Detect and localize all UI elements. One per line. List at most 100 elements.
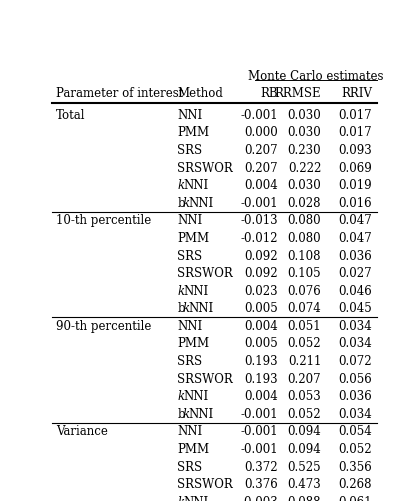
Text: 0.193: 0.193 <box>244 372 278 385</box>
Text: 0.016: 0.016 <box>339 196 372 209</box>
Text: 0.030: 0.030 <box>287 109 321 122</box>
Text: 0.072: 0.072 <box>339 354 372 367</box>
Text: SRS: SRS <box>177 144 202 157</box>
Text: SRSWOR: SRSWOR <box>177 161 233 174</box>
Text: Method: Method <box>177 87 223 100</box>
Text: 0.005: 0.005 <box>244 302 278 315</box>
Text: -0.001: -0.001 <box>241 424 278 437</box>
Text: k: k <box>183 196 190 209</box>
Text: k: k <box>177 284 184 297</box>
Text: Total: Total <box>56 109 85 122</box>
Text: 0.054: 0.054 <box>339 424 372 437</box>
Text: 0.017: 0.017 <box>339 109 372 122</box>
Text: NNI: NNI <box>177 424 203 437</box>
Text: 90-th percentile: 90-th percentile <box>56 319 151 332</box>
Text: -0.001: -0.001 <box>241 196 278 209</box>
Text: 0.052: 0.052 <box>287 337 321 350</box>
Text: -0.001: -0.001 <box>241 407 278 420</box>
Text: 0.004: 0.004 <box>244 389 278 402</box>
Text: 0.004: 0.004 <box>244 319 278 332</box>
Text: b: b <box>177 302 185 315</box>
Text: 0.080: 0.080 <box>287 231 321 244</box>
Text: 0.525: 0.525 <box>287 460 321 472</box>
Text: 0.052: 0.052 <box>339 442 372 455</box>
Text: SRS: SRS <box>177 460 202 472</box>
Text: 0.004: 0.004 <box>244 179 278 192</box>
Text: 0.222: 0.222 <box>288 161 321 174</box>
Text: 10-th percentile: 10-th percentile <box>56 214 151 227</box>
Text: 0.076: 0.076 <box>287 284 321 297</box>
Text: NNI: NNI <box>183 179 209 192</box>
Text: Parameter of interest: Parameter of interest <box>56 87 183 100</box>
Text: k: k <box>177 179 184 192</box>
Text: NNI: NNI <box>183 495 209 501</box>
Text: SRS: SRS <box>177 249 202 262</box>
Text: -0.001: -0.001 <box>241 109 278 122</box>
Text: NNI: NNI <box>189 407 214 420</box>
Text: 0.019: 0.019 <box>339 179 372 192</box>
Text: 0.211: 0.211 <box>288 354 321 367</box>
Text: SRSWOR: SRSWOR <box>177 372 233 385</box>
Text: NNI: NNI <box>189 302 214 315</box>
Text: 0.052: 0.052 <box>287 407 321 420</box>
Text: SRSWOR: SRSWOR <box>177 267 233 280</box>
Text: 0.047: 0.047 <box>339 214 372 227</box>
Text: k: k <box>177 495 184 501</box>
Text: 0.376: 0.376 <box>244 477 278 490</box>
Text: -0.013: -0.013 <box>241 214 278 227</box>
Text: 0.092: 0.092 <box>244 267 278 280</box>
Text: -0.001: -0.001 <box>241 442 278 455</box>
Text: PMM: PMM <box>177 337 210 350</box>
Text: 0.051: 0.051 <box>287 319 321 332</box>
Text: 0.080: 0.080 <box>287 214 321 227</box>
Text: 0.069: 0.069 <box>339 161 372 174</box>
Text: 0.207: 0.207 <box>244 161 278 174</box>
Text: 0.036: 0.036 <box>339 249 372 262</box>
Text: NNI: NNI <box>177 319 203 332</box>
Text: 0.053: 0.053 <box>287 389 321 402</box>
Text: 0.193: 0.193 <box>244 354 278 367</box>
Text: NNI: NNI <box>189 196 214 209</box>
Text: 0.017: 0.017 <box>339 126 372 139</box>
Text: PMM: PMM <box>177 231 210 244</box>
Text: 0.034: 0.034 <box>339 337 372 350</box>
Text: PMM: PMM <box>177 126 210 139</box>
Text: 0.207: 0.207 <box>287 372 321 385</box>
Text: 0.094: 0.094 <box>287 442 321 455</box>
Text: 0.034: 0.034 <box>339 407 372 420</box>
Text: 0.046: 0.046 <box>339 284 372 297</box>
Text: 0.030: 0.030 <box>287 179 321 192</box>
Text: RRMSE: RRMSE <box>274 87 321 100</box>
Text: 0.105: 0.105 <box>287 267 321 280</box>
Text: PMM: PMM <box>177 442 210 455</box>
Text: b: b <box>177 196 185 209</box>
Text: 0.000: 0.000 <box>244 126 278 139</box>
Text: 0.268: 0.268 <box>339 477 372 490</box>
Text: NNI: NNI <box>183 284 209 297</box>
Text: 0.093: 0.093 <box>339 144 372 157</box>
Text: SRSWOR: SRSWOR <box>177 477 233 490</box>
Text: k: k <box>183 302 190 315</box>
Text: 0.108: 0.108 <box>288 249 321 262</box>
Text: 0.027: 0.027 <box>339 267 372 280</box>
Text: -0.012: -0.012 <box>241 231 278 244</box>
Text: 0.094: 0.094 <box>287 424 321 437</box>
Text: k: k <box>177 389 184 402</box>
Text: Variance: Variance <box>56 424 108 437</box>
Text: 0.372: 0.372 <box>244 460 278 472</box>
Text: 0.088: 0.088 <box>288 495 321 501</box>
Text: 0.056: 0.056 <box>339 372 372 385</box>
Text: RRIV: RRIV <box>341 87 372 100</box>
Text: 0.207: 0.207 <box>244 144 278 157</box>
Text: k: k <box>183 407 190 420</box>
Text: 0.061: 0.061 <box>339 495 372 501</box>
Text: 0.045: 0.045 <box>339 302 372 315</box>
Text: 0.092: 0.092 <box>244 249 278 262</box>
Text: 0.356: 0.356 <box>339 460 372 472</box>
Text: Monte Carlo estimates: Monte Carlo estimates <box>248 70 384 83</box>
Text: 0.230: 0.230 <box>287 144 321 157</box>
Text: -0.003: -0.003 <box>241 495 278 501</box>
Text: NNI: NNI <box>177 214 203 227</box>
Text: 0.028: 0.028 <box>288 196 321 209</box>
Text: NNI: NNI <box>177 109 203 122</box>
